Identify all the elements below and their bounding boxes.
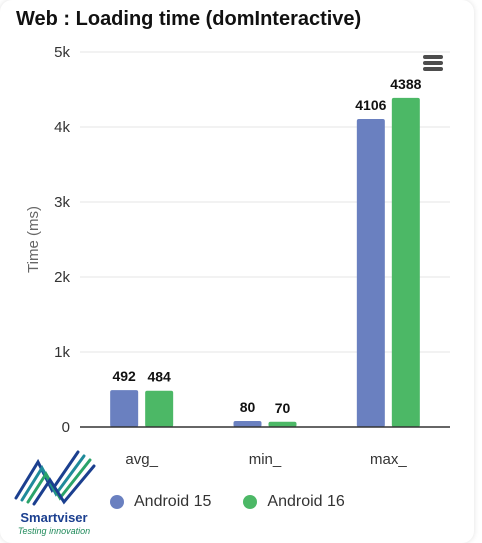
bar-1 — [110, 390, 139, 427]
data-label: 4388 — [390, 76, 421, 92]
chart-legend: Android 15 Android 16 — [110, 493, 345, 511]
x-tick-label: min_ — [249, 451, 282, 468]
bar-2 — [391, 97, 420, 428]
data-label: 4106 — [355, 97, 386, 113]
logo-mark-icon — [14, 450, 96, 506]
data-label: 70 — [275, 400, 291, 416]
y-axis-label: Time (ms) — [25, 206, 42, 273]
x-tick-label: avg_ — [125, 451, 158, 468]
chart-title: Web : Loading time (domInteractive) — [16, 8, 362, 30]
legend-swatch-series-2 — [243, 495, 258, 509]
x-tick-label: max_ — [370, 451, 407, 468]
bar-1 — [233, 421, 262, 427]
y-tick-label: 0 — [62, 419, 70, 436]
legend-label-series-2: Android 16 — [267, 493, 345, 510]
legend-item-series-2[interactable]: Android 16 — [243, 493, 345, 511]
bar-1 — [356, 119, 385, 428]
logo-tagline: Testing innovation — [17, 526, 91, 536]
legend-label-series-1: Android 15 — [134, 493, 212, 510]
data-label: 492 — [112, 368, 136, 384]
y-tick-label: 4k — [54, 119, 70, 136]
bar-2 — [268, 421, 297, 427]
hamburger-menu-icon[interactable] — [421, 52, 445, 74]
y-tick-label: 2k — [54, 269, 70, 286]
legend-item-series-1[interactable]: Android 15 — [110, 493, 211, 511]
y-tick-label: 5k — [54, 44, 70, 61]
logo-name: Smartviser — [20, 510, 88, 525]
y-tick-label: 1k — [54, 344, 70, 361]
bar-2 — [145, 390, 174, 427]
smartviser-logo: Smartviser Testing innovation — [8, 446, 100, 540]
data-label: 484 — [147, 369, 171, 385]
y-tick-label: 3k — [54, 194, 70, 211]
legend-swatch-series-1 — [110, 495, 124, 509]
bar-chart: 0 1k 2k 3k 4k 5k Time (ms) 492 484 avg_ 80 70 min_ 41… — [25, 44, 450, 468]
data-label: 80 — [240, 399, 256, 415]
